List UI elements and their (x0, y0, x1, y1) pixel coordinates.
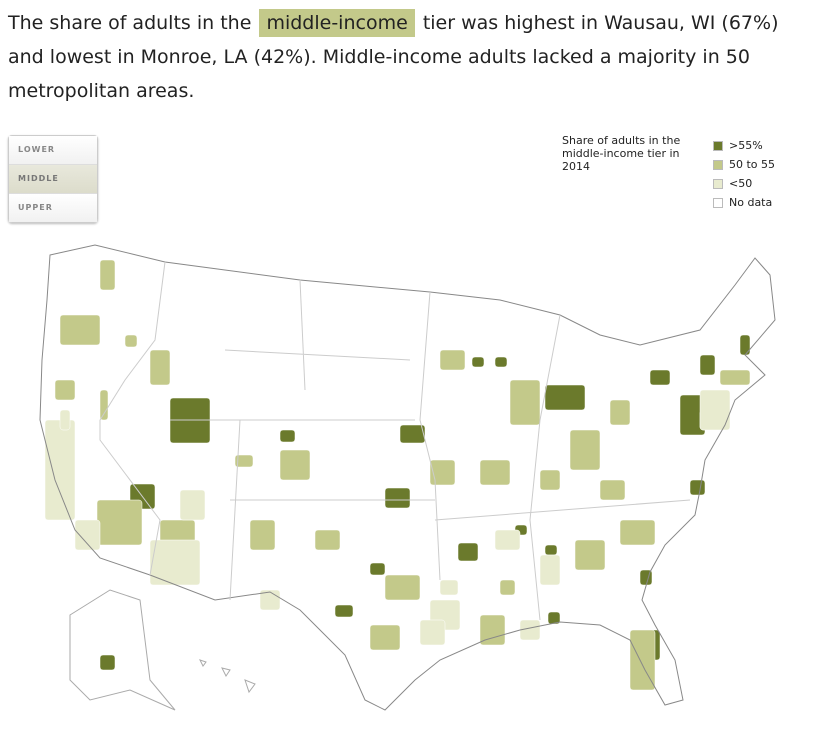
metro-area (334, 604, 354, 618)
tab[interactable]: MIDDLE (9, 165, 97, 194)
metro-area (499, 579, 516, 596)
tab[interactable]: LOWER (9, 136, 97, 165)
metro-area (429, 459, 456, 486)
legend-swatch (713, 159, 723, 170)
metro-area (457, 542, 479, 562)
metro-area (699, 389, 731, 431)
metro-area (544, 544, 558, 556)
legend-item: <50 (713, 174, 775, 193)
metro-area (99, 259, 116, 291)
metro-area (124, 334, 138, 348)
metro-area (494, 529, 521, 551)
legend-item: No data (713, 193, 775, 212)
tab[interactable]: UPPER (9, 194, 97, 222)
metro-area (54, 379, 76, 401)
metro-area (569, 429, 601, 471)
metro-area (544, 384, 586, 411)
metro-area (539, 469, 561, 491)
metro-area (149, 349, 171, 386)
legend-label: No data (729, 196, 773, 209)
metro-area (509, 379, 541, 426)
metro-area (279, 449, 311, 481)
headline-text: tier was highest in Wausau, WI (67%) and… (8, 12, 779, 102)
metro-area (494, 356, 508, 368)
metro-area (369, 562, 386, 576)
metro-area (279, 429, 296, 443)
legend-swatch (713, 178, 723, 189)
metro-area (539, 554, 561, 586)
metro-area (59, 409, 71, 431)
legend-label: >55% (729, 139, 763, 152)
metro-area (629, 629, 656, 691)
metro-area (599, 479, 626, 501)
metro-area (619, 519, 656, 546)
headline-text: The share of adults in the (8, 12, 252, 34)
metro-area (699, 354, 716, 376)
legend-label: <50 (729, 177, 753, 190)
metro-area (384, 487, 411, 509)
metro-area (314, 529, 341, 551)
metro-area (609, 399, 631, 426)
metro-area (234, 454, 254, 468)
metro-area (59, 314, 101, 346)
alaska-outline (69, 589, 176, 711)
legend: >55% 50 to 55 <50 No data (713, 136, 775, 212)
metro-area (547, 611, 561, 625)
metro-area (719, 369, 751, 386)
metro-area (96, 499, 143, 546)
metro-area (479, 459, 511, 486)
metro-area (179, 489, 206, 521)
legend-swatch (713, 197, 723, 208)
metro-area (471, 356, 485, 368)
metro-area (479, 614, 506, 646)
legend-item: 50 to 55 (713, 155, 775, 174)
headline: The share of adults in the middle-income… (8, 6, 808, 108)
metro-area (439, 349, 466, 371)
metro-area (519, 619, 541, 641)
metro-area (649, 369, 671, 386)
metro-area (249, 519, 276, 551)
legend-title: Share of adults in the middle-income tie… (562, 134, 681, 173)
metro-area (439, 579, 459, 596)
headline-highlight: middle-income (259, 9, 415, 37)
legend-label: 50 to 55 (729, 158, 776, 171)
tab-group: LOWER MIDDLE UPPER (8, 135, 98, 223)
metro-area (384, 574, 421, 601)
metro-area (74, 519, 101, 551)
metro-area (399, 424, 426, 444)
state-lines (99, 261, 691, 621)
metro-area (99, 389, 109, 421)
legend-swatch (713, 140, 723, 151)
metro-area (574, 539, 606, 571)
legend-item: >55% (713, 136, 775, 155)
metro-area (689, 479, 706, 496)
metro-area (739, 334, 751, 356)
hawaii-outline (199, 659, 256, 694)
metro-area (44, 419, 76, 521)
metro-area (99, 654, 116, 671)
us-outline (39, 244, 776, 711)
metro-area (369, 624, 401, 651)
metro-area (419, 619, 446, 646)
